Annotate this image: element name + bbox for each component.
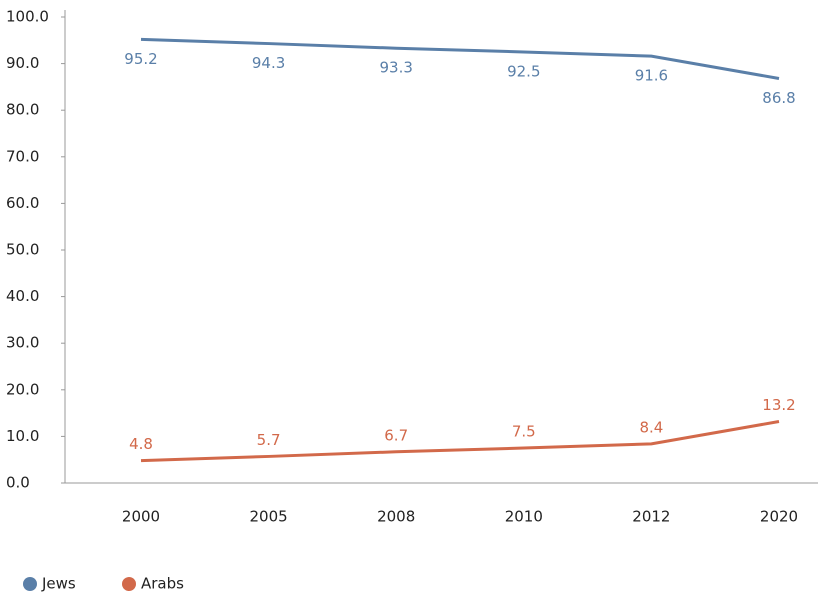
x-tick-label: 2000 [122, 508, 160, 526]
data-label: 93.3 [379, 59, 412, 77]
data-label: 95.2 [124, 50, 157, 68]
data-label: 8.4 [639, 418, 663, 436]
data-label: 5.7 [257, 431, 281, 449]
series-line [140, 420, 780, 463]
y-tick-label: 20.0 [6, 380, 39, 398]
x-tick-label: 2008 [377, 508, 415, 526]
y-tick-label: 90.0 [6, 54, 39, 72]
data-label: 4.8 [129, 435, 153, 453]
series-line [140, 37, 780, 80]
y-tick-label: 100.0 [6, 8, 49, 26]
y-tick-label: 80.0 [6, 101, 39, 119]
legend-label: Arabs [141, 575, 184, 593]
x-tick-label: 2005 [250, 508, 288, 526]
data-label: 86.8 [762, 89, 795, 107]
y-tick-label: 0.0 [6, 474, 30, 492]
y-tick-label: 10.0 [6, 427, 39, 445]
y-tick-label: 50.0 [6, 241, 39, 259]
x-tick-label: 2020 [760, 508, 798, 526]
legend-swatch [23, 577, 37, 591]
data-label: 6.7 [384, 426, 408, 444]
y-tick-label: 30.0 [6, 334, 39, 352]
x-tick-label: 2012 [632, 508, 670, 526]
x-tick-label: 2010 [505, 508, 543, 526]
data-label: 94.3 [252, 54, 285, 72]
data-label: 13.2 [762, 396, 795, 414]
y-tick-label: 60.0 [6, 194, 39, 212]
data-label: 92.5 [507, 62, 540, 80]
legend-swatch [122, 577, 136, 591]
y-tick-label: 40.0 [6, 287, 39, 305]
y-tick-label: 70.0 [6, 147, 39, 165]
data-label: 7.5 [512, 423, 536, 441]
legend-label: Jews [41, 575, 76, 593]
data-label: 91.6 [635, 67, 668, 85]
